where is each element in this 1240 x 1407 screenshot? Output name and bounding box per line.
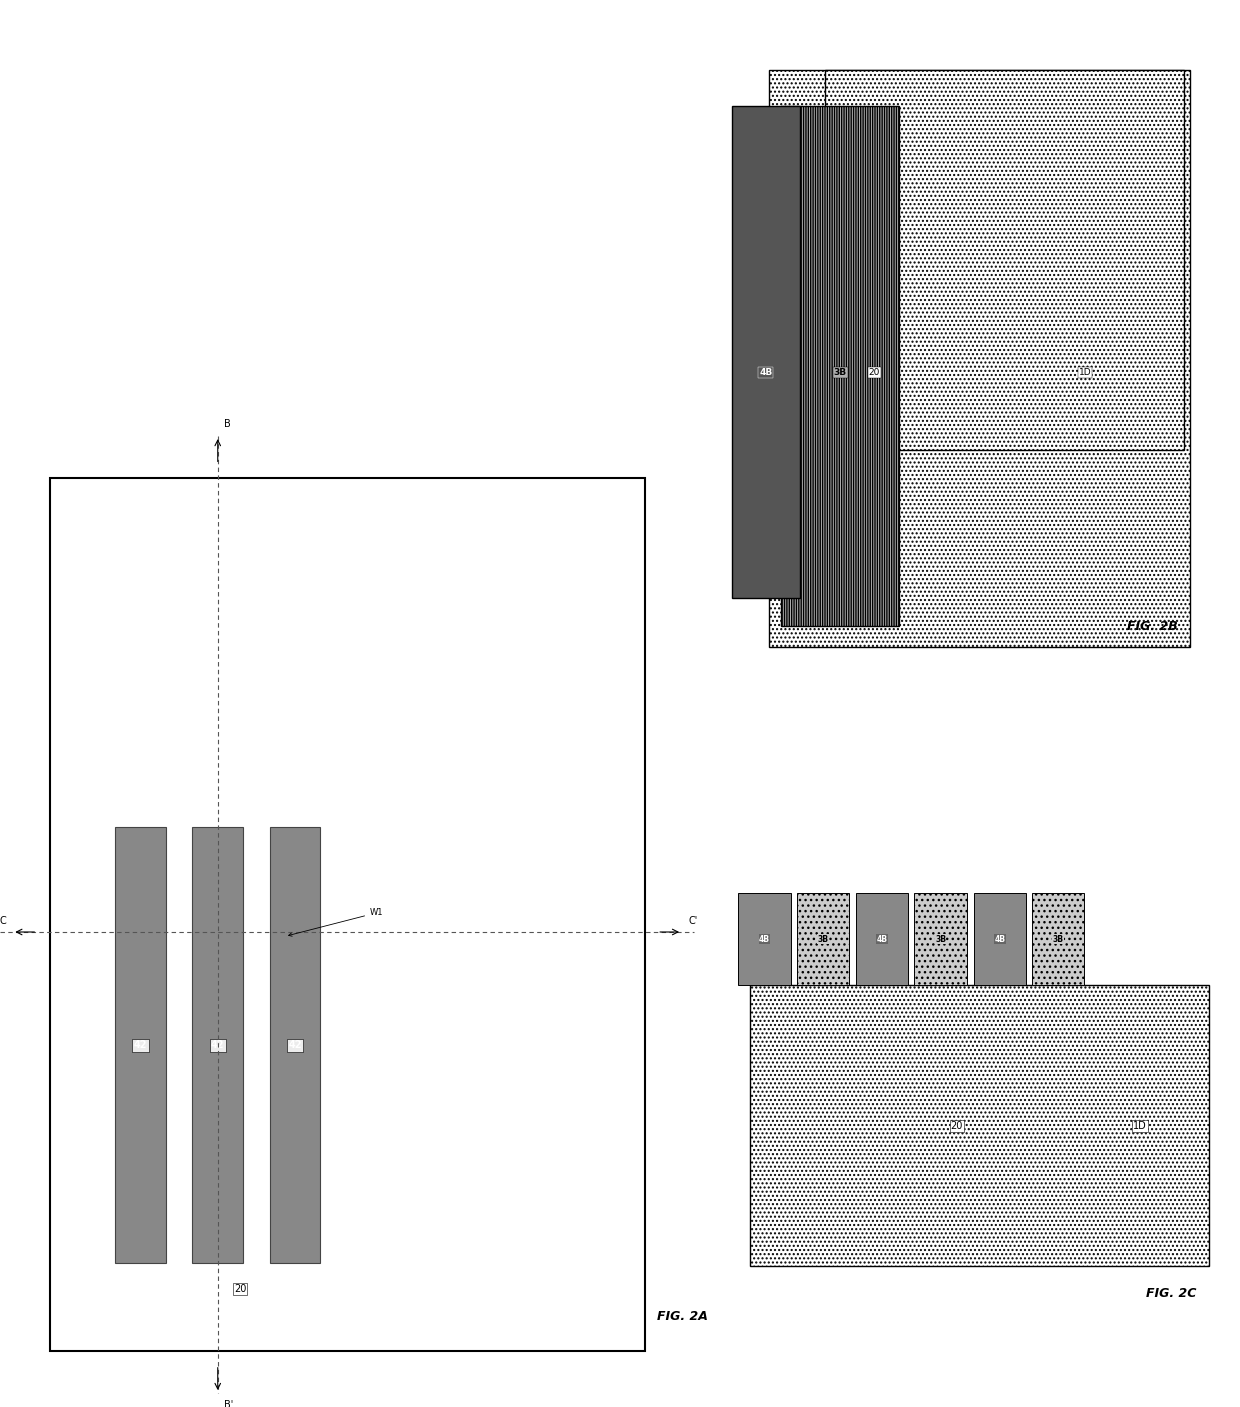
- Bar: [825, 70, 1184, 450]
- Text: 1D: 1D: [1133, 1120, 1147, 1131]
- Bar: [115, 827, 166, 1263]
- Bar: [270, 827, 320, 1263]
- Text: 3B: 3B: [1053, 934, 1064, 944]
- Bar: [192, 827, 243, 1263]
- Text: FIG. 2A: FIG. 2A: [657, 1310, 708, 1323]
- Text: FIG. 2C: FIG. 2C: [1146, 1287, 1197, 1300]
- Text: 4B: 4B: [759, 369, 773, 377]
- Text: B': B': [224, 1400, 233, 1407]
- Text: 3B: 3B: [935, 934, 946, 944]
- Text: C: C: [0, 916, 6, 926]
- Bar: [50, 478, 645, 1351]
- Text: 20: 20: [951, 1120, 962, 1131]
- Bar: [781, 106, 899, 626]
- Text: 3B: 3B: [833, 369, 847, 377]
- Bar: [914, 893, 967, 985]
- Text: 42: 42: [289, 1040, 301, 1051]
- Text: 42: 42: [134, 1040, 148, 1051]
- Text: FIG. 2B: FIG. 2B: [1127, 620, 1178, 633]
- Text: W1: W1: [289, 909, 383, 936]
- Text: 4B: 4B: [994, 934, 1006, 944]
- Bar: [975, 893, 1027, 985]
- Text: B: B: [224, 419, 231, 429]
- Text: 20: 20: [234, 1285, 247, 1294]
- Bar: [739, 893, 791, 985]
- Text: 3B: 3B: [817, 934, 828, 944]
- Bar: [856, 893, 908, 985]
- Bar: [796, 893, 848, 985]
- Text: 1D: 1D: [1079, 369, 1091, 377]
- Bar: [750, 985, 1209, 1266]
- Bar: [732, 106, 800, 598]
- Bar: [769, 70, 1190, 647]
- Text: 4B: 4B: [759, 934, 770, 944]
- Text: 20: 20: [868, 369, 880, 377]
- Text: 42: 42: [211, 1040, 224, 1051]
- Text: 4B: 4B: [877, 934, 888, 944]
- Bar: [1032, 893, 1084, 985]
- Text: C': C': [688, 916, 697, 926]
